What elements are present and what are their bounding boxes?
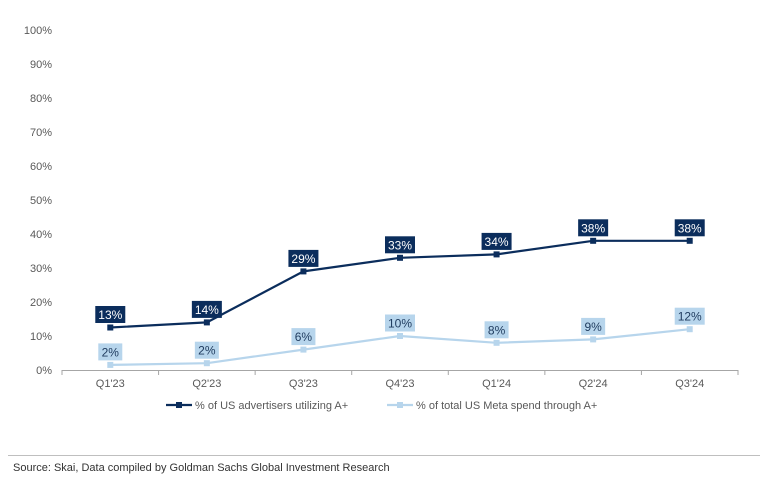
x-tick-label: Q4'23 bbox=[385, 378, 414, 390]
y-tick-label: 0% bbox=[36, 365, 52, 377]
series-layer bbox=[107, 237, 693, 368]
data-label-box bbox=[484, 321, 509, 339]
data-point bbox=[107, 324, 114, 331]
legend-swatch-marker bbox=[397, 402, 403, 408]
data-label-box bbox=[288, 249, 319, 267]
x-tick-label: Q1'24 bbox=[482, 378, 511, 390]
data-label: 29% bbox=[288, 249, 319, 267]
y-tick-label: 40% bbox=[30, 229, 52, 241]
data-label: 38% bbox=[578, 219, 609, 237]
y-tick-label: 100% bbox=[24, 25, 52, 37]
legend-swatch-marker bbox=[176, 402, 182, 408]
data-label: 6% bbox=[291, 328, 316, 346]
y-tick-label: 70% bbox=[30, 127, 52, 139]
data-label: 13% bbox=[95, 306, 126, 323]
data-point bbox=[203, 360, 210, 367]
y-tick-label: 20% bbox=[30, 297, 52, 309]
y-tick-label: 10% bbox=[30, 331, 52, 343]
data-label-box bbox=[581, 317, 606, 335]
data-point bbox=[493, 251, 500, 258]
data-label-box bbox=[194, 341, 219, 359]
legend-label: % of US advertisers utilizing A+ bbox=[195, 400, 348, 412]
y-tick-label: 90% bbox=[30, 59, 52, 71]
x-tick-label: Q1'23 bbox=[96, 378, 125, 390]
x-axis: Q1'23 Q2'23 Q3'23 Q4'23 Q1'24 Q2'24 Q3'24 bbox=[61, 370, 739, 390]
y-tick-label: 80% bbox=[30, 93, 52, 105]
data-label: 2% bbox=[98, 343, 123, 361]
data-label-box bbox=[578, 219, 609, 237]
data-label: 12% bbox=[674, 307, 705, 325]
data-point bbox=[397, 333, 403, 339]
data-label: 9% bbox=[581, 317, 606, 335]
data-label-text: 29% bbox=[291, 252, 315, 266]
data-label-text: 12% bbox=[678, 310, 702, 324]
x-tick-label: Q3'23 bbox=[289, 378, 318, 390]
data-label-text: 8% bbox=[488, 323, 506, 337]
data-point bbox=[590, 336, 597, 343]
series-1 bbox=[107, 237, 693, 331]
data-label-box bbox=[291, 328, 316, 346]
data-label-box bbox=[385, 314, 415, 332]
y-axis: 0% 10% 20% 30% 40% 50% 60% 70% 80% 90% 100% bbox=[24, 25, 52, 377]
y-tick-label: 50% bbox=[30, 195, 52, 207]
data-label: 38% bbox=[674, 219, 705, 237]
source-divider bbox=[8, 455, 760, 456]
data-label: 34% bbox=[481, 232, 512, 250]
data-label: 8% bbox=[484, 321, 509, 339]
data-label-text: 14% bbox=[195, 303, 219, 317]
legend: % of US advertisers utilizing A+ % of tot… bbox=[166, 400, 597, 412]
data-label-text: 33% bbox=[388, 238, 412, 252]
data-point bbox=[493, 339, 500, 346]
data-label-text: 2% bbox=[198, 344, 216, 358]
data-point bbox=[397, 254, 403, 261]
data-label-text: 13% bbox=[98, 308, 122, 322]
data-label-text: 34% bbox=[485, 235, 509, 249]
data-label-text: 6% bbox=[295, 330, 313, 344]
data-label-text: 38% bbox=[678, 221, 702, 235]
data-point bbox=[203, 319, 210, 326]
data-point bbox=[300, 268, 307, 275]
data-label-text: 10% bbox=[388, 317, 412, 331]
data-point bbox=[686, 237, 693, 244]
data-label-layer: 13% 14% 29% 33% 34% 38% 38% 2% 2% 6% 10% 8% 9% 12% bbox=[95, 219, 705, 361]
data-point bbox=[686, 326, 693, 333]
data-label-text: 9% bbox=[584, 320, 602, 334]
data-point bbox=[300, 346, 307, 353]
data-label-box bbox=[385, 236, 415, 254]
data-label-box bbox=[481, 232, 512, 250]
x-tick-label: Q2'23 bbox=[192, 378, 221, 390]
data-label-box bbox=[95, 306, 126, 323]
data-label-box bbox=[191, 300, 222, 318]
data-label: 14% bbox=[191, 300, 222, 318]
x-tick-label: Q2'24 bbox=[579, 378, 608, 390]
data-label-box bbox=[674, 219, 705, 237]
data-point bbox=[107, 361, 114, 368]
data-point bbox=[590, 237, 597, 244]
source-note: Source: Skai, Data compiled by Goldman S… bbox=[13, 462, 390, 474]
data-label-box bbox=[674, 307, 705, 325]
series-2 bbox=[107, 326, 693, 368]
data-label-text: 2% bbox=[102, 345, 120, 359]
x-tick-label: Q3'24 bbox=[675, 378, 704, 390]
data-label: 2% bbox=[194, 341, 219, 359]
data-label-text: 38% bbox=[581, 221, 605, 235]
legend-item-1: % of US advertisers utilizing A+ bbox=[166, 400, 348, 412]
data-label: 33% bbox=[385, 236, 415, 254]
y-tick-label: 30% bbox=[30, 263, 52, 275]
legend-item-2: % of total US Meta spend through A+ bbox=[387, 400, 597, 412]
y-tick-label: 60% bbox=[30, 161, 52, 173]
legend-label: % of total US Meta spend through A+ bbox=[416, 400, 597, 412]
data-label-box bbox=[98, 343, 123, 361]
data-label: 10% bbox=[385, 314, 415, 332]
